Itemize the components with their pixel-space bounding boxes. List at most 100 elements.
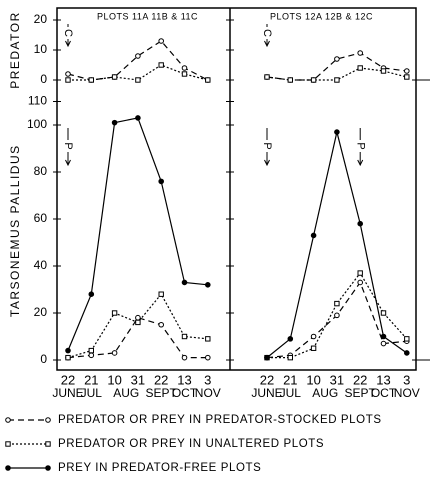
x-tick-label: 10 (107, 372, 121, 387)
y-tick-label: 0 (40, 72, 47, 86)
point (205, 77, 211, 83)
point (380, 340, 387, 347)
point (357, 50, 364, 56)
point (357, 65, 363, 71)
point (181, 279, 188, 286)
point (88, 77, 94, 83)
point (404, 336, 410, 342)
legend-label: PREDATOR OR PREY IN UNALTERED PLOTS (58, 438, 324, 450)
x-month-label: JUL (81, 386, 103, 400)
point (135, 53, 141, 59)
point (404, 68, 410, 74)
point (135, 115, 141, 121)
annotation-arrowhead (264, 159, 270, 167)
y-axis-label: TARSONEMUS PALLIDUS (8, 144, 22, 317)
panel-title: PLOTS 11A 11B & 11C (97, 11, 198, 21)
point (334, 312, 340, 319)
point (310, 77, 317, 83)
point (334, 129, 340, 135)
legend-label: PREDATOR OR PREY IN PREDATOR-STOCKED PLO… (58, 414, 382, 426)
y-tick-label: 60 (34, 211, 48, 225)
point (111, 310, 118, 316)
point (404, 350, 410, 356)
y-tick-label: 20 (34, 12, 48, 26)
x-tick-label: 13 (376, 372, 390, 387)
x-month-label: NOV (394, 386, 420, 400)
x-month-label: AUG (113, 386, 139, 400)
x-tick-label: 3 (204, 372, 211, 387)
x-month-label: JUL (280, 386, 302, 400)
point (65, 71, 71, 77)
x-month-label: JUNE (52, 386, 83, 400)
point (334, 77, 340, 83)
point (135, 319, 141, 326)
legend-label: PREY IN PREDATOR-FREE PLOTS (58, 462, 261, 474)
annotation-arrowhead (65, 159, 71, 167)
point (334, 56, 340, 62)
point (65, 354, 71, 361)
series-line (266, 281, 407, 359)
x-month-label: SEPT (345, 386, 377, 400)
x-tick-label: 22 (61, 372, 75, 387)
point (287, 336, 294, 342)
x-tick-label: 10 (306, 372, 320, 387)
point (181, 333, 188, 340)
point (111, 119, 118, 126)
legend-marker (45, 417, 51, 423)
point (158, 62, 164, 68)
annotation: P (62, 142, 74, 149)
annotation-arrowhead (264, 40, 270, 48)
y-tick-label: 20 (34, 305, 48, 319)
point (88, 347, 94, 354)
panel-title: PLOTS 12A 12B & 12C (270, 11, 373, 21)
y-tick-label: 0 (40, 352, 47, 366)
point (357, 220, 364, 227)
point (158, 38, 164, 44)
y-tick-label: 80 (34, 164, 48, 178)
legend-marker (45, 465, 51, 471)
x-month-label: OCT (172, 386, 198, 400)
x-tick-label: 21 (283, 372, 297, 387)
point (310, 232, 317, 239)
x-tick-label: 31 (330, 372, 344, 387)
annotation: P (354, 142, 366, 149)
series-line (266, 131, 408, 359)
x-tick-label: 22 (260, 372, 274, 387)
x-tick-label: 3 (403, 372, 410, 387)
point (287, 77, 294, 83)
point (380, 68, 387, 74)
x-month-label: AUG (312, 386, 338, 400)
y-tick-label: 100 (27, 117, 47, 131)
point (264, 354, 270, 361)
point (310, 333, 317, 340)
point (334, 300, 340, 307)
point (357, 270, 363, 276)
point (135, 314, 141, 321)
x-month-label: JUNE (251, 386, 282, 400)
point (88, 352, 95, 359)
point (111, 74, 118, 80)
legend-marker (5, 417, 11, 423)
point (158, 178, 164, 185)
annotation: P (261, 142, 273, 149)
y-tick-label: 40 (34, 258, 48, 272)
point (357, 279, 364, 286)
x-month-label: OCT (371, 386, 397, 400)
x-tick-label: 21 (84, 372, 98, 387)
point (380, 333, 387, 340)
y-tick-label: 110 (28, 94, 47, 108)
y-axis-label: PREDATOR (8, 11, 22, 89)
frame (56, 7, 417, 371)
y-tick-label: 10 (34, 42, 48, 56)
point (181, 71, 188, 77)
x-month-label: NOV (195, 386, 221, 400)
point (287, 354, 294, 361)
annotation-arrowhead (65, 40, 71, 48)
point (264, 74, 270, 80)
point (65, 77, 71, 83)
point (111, 350, 118, 356)
point (205, 336, 211, 342)
point (205, 282, 211, 288)
legend-marker (5, 465, 11, 471)
